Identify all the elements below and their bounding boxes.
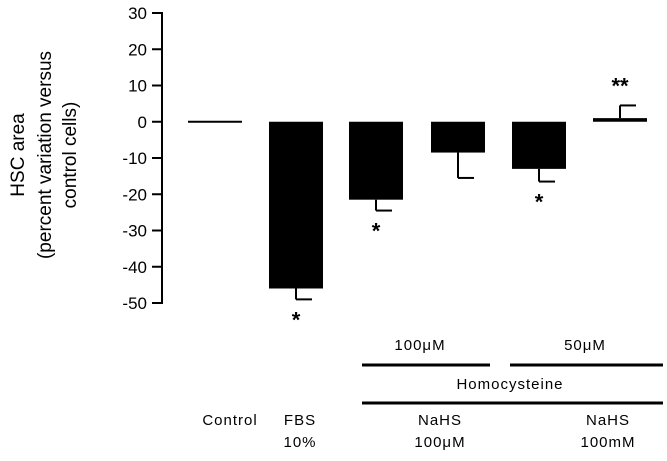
category-labels: Control FBS 10% NaHS 100μM NaHS 100mM <box>202 412 635 451</box>
category-label-hcy50_nahs: NaHS <box>586 412 630 429</box>
y-axis-label-line-1: HSC area <box>8 113 29 197</box>
group-label-100uM: 100μM <box>394 337 445 354</box>
category-label-hcy100_nahs: NaHS <box>418 412 462 429</box>
significance-mark-hcy50_nahs: ** <box>611 73 629 98</box>
error-bar-hcy50_nahs <box>619 104 636 119</box>
y-tick-label: 0 <box>138 113 147 132</box>
group-annotations: 100μM 50μM Homocysteine <box>362 337 663 405</box>
category-label-fbs: 10% <box>283 434 316 451</box>
error-bar-hcy50 <box>538 168 555 183</box>
bar-hcy100_nahs <box>431 121 485 153</box>
y-tick-label: -50 <box>122 294 147 313</box>
bars <box>188 118 647 289</box>
significance-mark-fbs: * <box>292 307 301 332</box>
y-tick-label: -20 <box>122 185 147 204</box>
error-bar-hcy100_nahs <box>457 152 474 179</box>
error-bar-hcy100 <box>375 199 392 212</box>
bar-hcy50 <box>512 121 566 169</box>
category-label-control: Control <box>202 412 257 429</box>
significance-mark-hcy100: * <box>372 219 381 244</box>
y-axis-label-line-2: (percent variation versus <box>35 51 56 259</box>
error-bars <box>295 104 636 301</box>
significance-mark-hcy50: * <box>535 190 544 215</box>
y-tick-label: 10 <box>128 77 147 96</box>
y-tick-label: 20 <box>128 40 147 59</box>
bar-hcy100 <box>349 121 403 200</box>
y-tick-label: -40 <box>122 258 147 277</box>
bar-hcy50_nahs <box>593 118 647 122</box>
y-tick-label: 30 <box>128 4 147 23</box>
category-label-hcy50_nahs: 100mM <box>580 434 635 451</box>
significance-marks: ***** <box>292 73 629 332</box>
treatment-label-homocysteine: Homocysteine <box>456 376 563 393</box>
category-label-fbs: FBS <box>284 412 316 429</box>
y-tick-label: -30 <box>122 222 147 241</box>
y-axis-label: HSC area (percent variation versus contr… <box>8 51 81 259</box>
bar-fbs <box>269 121 323 289</box>
group-label-50uM: 50μM <box>564 337 606 354</box>
category-label-hcy100_nahs: 100μM <box>414 434 465 451</box>
y-axis-ticks: 30 20 10 0 -10 -20 -30 -40 -50 <box>122 4 162 313</box>
y-tick-label: -10 <box>122 149 147 168</box>
y-axis-label-line-3: control cells) <box>60 102 81 209</box>
error-bar-fbs <box>295 288 312 301</box>
